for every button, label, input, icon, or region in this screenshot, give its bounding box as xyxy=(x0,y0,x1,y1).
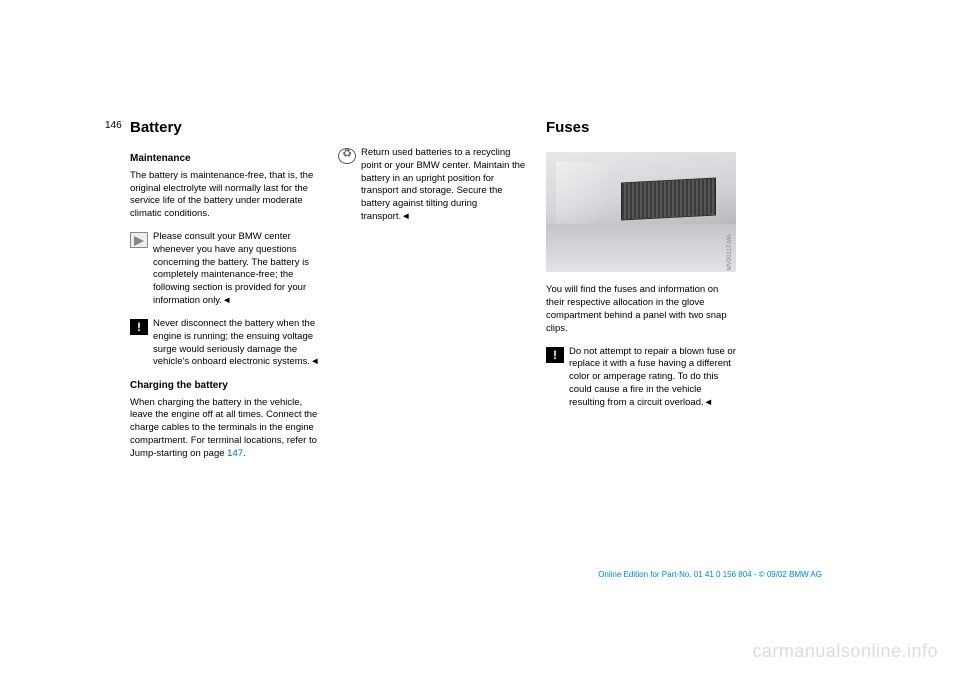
column-2: Return used batteries to a recycling poi… xyxy=(338,118,528,471)
warning-disconnect: ! Never disconnect the battery when the … xyxy=(130,318,320,369)
note-consult-text: Please consult your BMW center whenever … xyxy=(153,231,320,308)
warning-disconnect-text: Never disconnect the battery when the en… xyxy=(153,318,320,369)
warning-fuse: ! Do not attempt to repair a blown fuse … xyxy=(546,346,736,410)
page-content: Battery Maintenance The battery is maint… xyxy=(130,118,830,471)
column-3: Fuses MV00117-MA You will find the fuses… xyxy=(546,118,736,471)
info-icon xyxy=(130,232,148,248)
note-recycle: Return used batteries to a recycling poi… xyxy=(338,147,528,224)
watermark: carmanualsonline.info xyxy=(752,641,938,662)
column-1: Battery Maintenance The battery is maint… xyxy=(130,118,320,471)
footer-edition: Online Edition for Part-No. 01 41 0 156 … xyxy=(598,570,822,579)
heading-fuses: Fuses xyxy=(546,118,736,138)
para-fuses: You will find the fuses and information … xyxy=(546,284,736,335)
page-link-147[interactable]: 147 xyxy=(227,448,243,459)
warning-fuse-text: Do not attempt to repair a blown fuse or… xyxy=(569,346,736,410)
heading-battery: Battery xyxy=(130,118,320,138)
fusebox-graphic xyxy=(621,178,716,221)
heading-charging: Charging the battery xyxy=(130,379,320,393)
note-recycle-text: Return used batteries to a recycling poi… xyxy=(361,147,528,224)
note-consult: Please consult your BMW center whenever … xyxy=(130,231,320,308)
figure-fusebox: MV00117-MA xyxy=(546,152,736,272)
page-number: 146 xyxy=(105,120,122,131)
warning-icon: ! xyxy=(130,319,148,335)
heading-maintenance: Maintenance xyxy=(130,152,320,166)
warning-icon: ! xyxy=(546,347,564,363)
recycle-icon xyxy=(338,148,356,164)
figure-code: MV00117-MA xyxy=(726,234,734,270)
para-charging: When charging the battery in the vehicle… xyxy=(130,397,320,461)
para-maintenance: The battery is maintenance-free, that is… xyxy=(130,170,320,221)
